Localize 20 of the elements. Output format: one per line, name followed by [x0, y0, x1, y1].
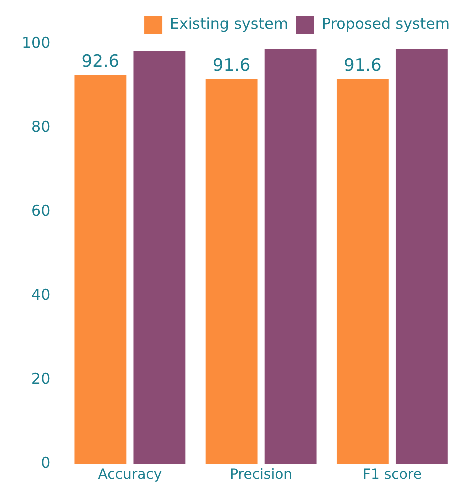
data-label: 92.6	[82, 52, 120, 72]
y-tick-label: 100	[22, 34, 51, 52]
y-tick-label: 0	[41, 454, 51, 472]
y-tick-label: 60	[32, 202, 51, 220]
data-label: 91.6	[344, 56, 382, 76]
data-label: 91.6	[212, 56, 251, 76]
bar	[264, 49, 317, 464]
x-tick-label: F1 score	[362, 467, 422, 484]
y-tick-label: 40	[32, 286, 51, 304]
bar	[134, 51, 186, 464]
bar	[396, 49, 448, 464]
legend-label: Proposed system	[322, 14, 450, 33]
y-tick-label: 80	[32, 118, 51, 136]
y-tick-label: 20	[32, 370, 51, 388]
bar	[206, 79, 258, 464]
bar	[336, 79, 389, 464]
bar	[74, 75, 127, 464]
legend-label: Existing system	[170, 14, 288, 33]
x-tick-label: Precision	[230, 467, 293, 484]
x-tick-label: Accuracy	[98, 467, 162, 484]
